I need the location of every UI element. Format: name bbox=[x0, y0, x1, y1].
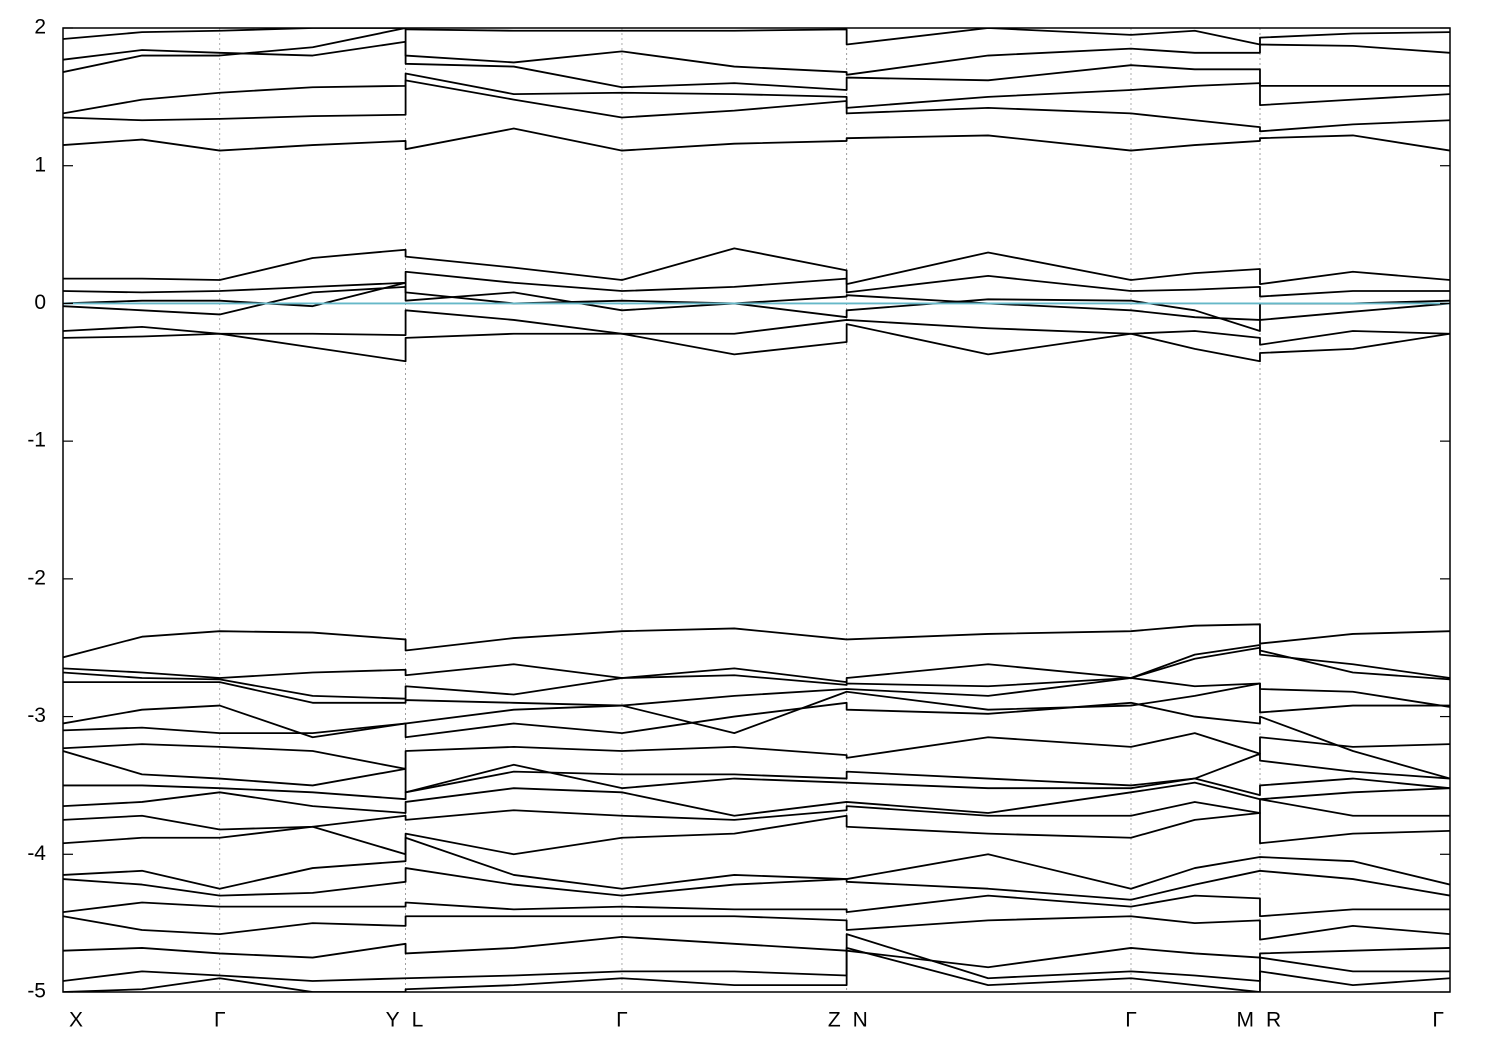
label-layer: -5 -4 -3 -2 -1 0 1 2 X Γ Y L Γ Z N Γ M R Γ bbox=[27, 16, 1450, 1032]
band-line bbox=[63, 812, 1450, 856]
x-tick-label: Y bbox=[386, 1009, 400, 1032]
band-line bbox=[63, 644, 1450, 700]
band-line bbox=[63, 682, 1450, 739]
band-line bbox=[63, 915, 1450, 941]
x-tick-label: Γ bbox=[1432, 1009, 1444, 1032]
band-line bbox=[63, 798, 1450, 831]
y-tick-label: 1 bbox=[34, 153, 46, 176]
y-tick-label: -5 bbox=[27, 980, 46, 1003]
band-line bbox=[63, 323, 1450, 363]
y-tick-label: 0 bbox=[34, 291, 46, 314]
x-tick-label: N bbox=[853, 1009, 868, 1032]
band-line bbox=[63, 40, 1450, 76]
band-line bbox=[63, 127, 1450, 152]
band-line bbox=[63, 936, 1450, 969]
band-line bbox=[63, 947, 1450, 992]
plot-area bbox=[63, 28, 1450, 992]
band-line bbox=[63, 72, 1450, 115]
band-line bbox=[63, 309, 1450, 346]
band-line bbox=[63, 750, 1450, 794]
band-line bbox=[63, 763, 1450, 801]
y-tick-label: -4 bbox=[27, 842, 46, 865]
band-line bbox=[63, 79, 1450, 133]
band-line bbox=[63, 270, 1450, 298]
band-line bbox=[63, 28, 1450, 91]
grid-layer bbox=[219, 28, 1261, 992]
plot-frame bbox=[62, 27, 1451, 993]
x-tick-label: M bbox=[1236, 1009, 1254, 1032]
y-tick-label: -1 bbox=[27, 429, 46, 452]
band-line bbox=[63, 623, 1450, 659]
x-tick-label: L bbox=[412, 1009, 424, 1032]
x-tick-label: Z bbox=[828, 1009, 841, 1032]
band-line bbox=[63, 732, 1450, 770]
x-tick-label: Γ bbox=[616, 1009, 628, 1032]
x-tick-label: Γ bbox=[214, 1009, 226, 1032]
band-line bbox=[63, 286, 1450, 332]
band-line bbox=[63, 894, 1450, 918]
band-line bbox=[63, 701, 1450, 780]
y-tick-label: -3 bbox=[27, 704, 46, 727]
y-tick-label: 2 bbox=[34, 16, 46, 39]
x-tick-label: Γ bbox=[1125, 1009, 1137, 1032]
band-line bbox=[63, 781, 1450, 817]
x-tick-label: X bbox=[69, 1009, 83, 1032]
x-tick-label: R bbox=[1266, 1009, 1281, 1032]
band-line bbox=[63, 281, 1450, 321]
band-line bbox=[63, 836, 1450, 890]
y-tick-label: -2 bbox=[27, 566, 46, 589]
band-line bbox=[63, 247, 1450, 286]
band-line bbox=[63, 867, 1450, 901]
